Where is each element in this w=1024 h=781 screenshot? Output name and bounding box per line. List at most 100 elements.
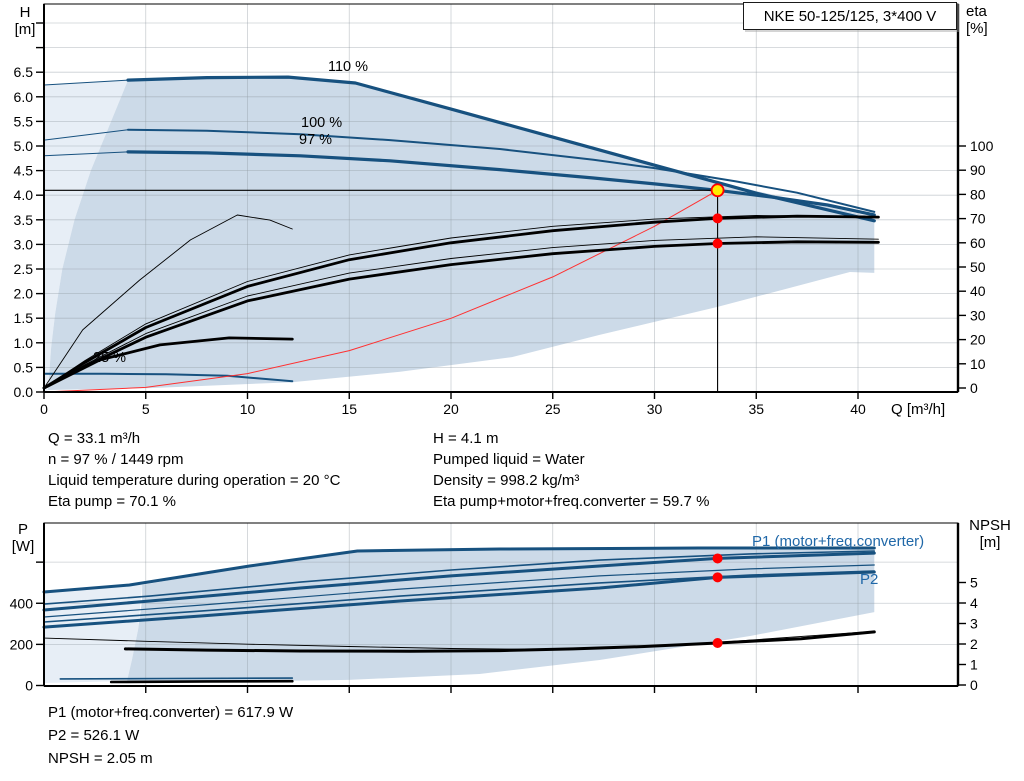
x-axis-tick-label: 30 <box>647 401 663 417</box>
pump-title: NKE 50-125/125, 3*400 V <box>763 7 937 25</box>
info-npsh: NPSH = 2.05 m <box>48 750 153 767</box>
info-speed: n = 97 % / 1449 rpm <box>48 451 184 468</box>
info-p2: P2 = 526.1 W <box>48 727 140 744</box>
curve-qh-100 <box>127 128 876 213</box>
curve-eta-pump-25 <box>43 214 293 389</box>
h-axis-symbol: H <box>19 4 31 21</box>
npsh-axis-symbol: NPSH <box>969 517 1011 534</box>
right-axis-tick-label: 20 <box>970 332 986 348</box>
curve-eta-pump-97 <box>42 214 880 390</box>
left-axis-tick-label: 3.5 <box>14 212 34 228</box>
h-axis-label: H [m] <box>8 4 42 38</box>
curve-qh-25 <box>43 372 294 383</box>
left-axis-tick-label: 4.0 <box>14 187 34 203</box>
eta-total-marker <box>712 238 723 249</box>
duty-info-bottom: P1 (motor+freq.converter) = 617.9 W P2 =… <box>48 701 293 770</box>
info-eta-pump: Eta pump = 70.1 % <box>48 493 176 510</box>
curve-label: P2 <box>860 571 878 588</box>
operating-envelope-light <box>44 585 143 683</box>
right-axis-tick-label: 5 <box>970 575 978 591</box>
curve-qh-97 <box>126 150 876 217</box>
curve-system-curve <box>43 189 719 393</box>
left-axis-tick-label: 6.0 <box>14 89 34 105</box>
eta-pump-marker <box>712 213 723 224</box>
right-axis-tick-label: 80 <box>970 186 986 202</box>
x-axis-tick-label: 20 <box>443 401 459 417</box>
info-p1: P1 (motor+freq.converter) = 617.9 W <box>48 704 294 721</box>
right-axis-tick-label: 100 <box>970 138 994 154</box>
eta-axis-label: eta [%] <box>966 3 1006 37</box>
left-axis-tick-label: 0 <box>25 678 33 694</box>
curve-label: 100 % <box>301 115 342 131</box>
curve-label: 110 % <box>328 59 368 75</box>
right-axis-tick-label: 30 <box>970 307 986 323</box>
curve-p1-100 <box>43 550 876 605</box>
curve-eta-pump-upper <box>43 215 879 389</box>
eta-axis-unit: [%] <box>966 20 988 37</box>
left-axis-tick-label: 200 <box>10 636 34 652</box>
info-h: H = 4.1 m <box>433 430 499 447</box>
pump-title-box: NKE 50-125/125, 3*400 V <box>743 2 957 30</box>
right-axis-tick-label: 3 <box>970 616 978 632</box>
eta-axis-symbol: eta <box>966 3 987 20</box>
operating-envelope-light <box>44 80 128 392</box>
left-axis-tick-label: 3.0 <box>14 236 34 252</box>
curve-eta-mid <box>43 236 879 389</box>
info-eta-total: Eta pump+motor+freq.converter = 59.7 % <box>433 493 710 510</box>
p-axis-unit: [W] <box>11 538 35 555</box>
info-q: Q = 33.1 m³/h <box>48 430 141 447</box>
left-axis-tick-label: 2.5 <box>14 261 34 277</box>
left-axis-tick-label: 6.5 <box>14 64 34 80</box>
duty-info-right: H = 4.1 m Pumped liquid = Water Density … <box>433 428 709 512</box>
curve-qh-110 <box>126 75 876 223</box>
left-axis-tick-label: 5.5 <box>14 113 34 129</box>
p-axis-label: P [W] <box>6 521 40 555</box>
curve-eta-total-97 <box>42 240 880 390</box>
x-axis-tick-label: 15 <box>341 401 357 417</box>
right-axis-tick-label: 50 <box>970 259 986 275</box>
left-axis-tick-label: 2.0 <box>14 286 34 302</box>
curve-label: P1 (motor+freq.converter) <box>752 533 924 550</box>
curve-p1-25 <box>59 677 294 680</box>
curve-eta-total-25 <box>42 336 294 390</box>
qh-eta-chart: 0.0 0.5 1.0 1.5 2.0 2.5 3.0 3.5 4.0 4.5 5.0 5.5 6.0 6… <box>14 3 994 417</box>
curve-qh-97-min-flow <box>43 151 129 157</box>
p1-marker <box>712 553 723 564</box>
npsh-axis-label: NPSH [m] <box>960 517 1020 551</box>
right-axis-tick-label: 60 <box>970 235 986 251</box>
curve-label: 25 % <box>93 350 126 366</box>
left-axis-tick-label: 4.5 <box>14 163 34 179</box>
duty-info-left: Q = 33.1 m³/h n = 97 % / 1449 rpm Liquid… <box>48 428 340 512</box>
info-pumped-liquid: Pumped liquid = Water <box>433 451 585 468</box>
right-axis-tick-label: 0 <box>970 677 978 693</box>
curve-qh-100-min-flow <box>43 129 129 141</box>
x-axis-tick-label: 25 <box>545 401 561 417</box>
right-axis-tick-label: 4 <box>970 595 978 611</box>
left-axis-tick-label: 1.5 <box>14 310 34 326</box>
curve-p2-97 <box>42 570 876 629</box>
curve-label: 97 % <box>299 132 332 148</box>
right-axis-tick-label: 10 <box>970 356 986 372</box>
npsh-marker <box>712 637 723 648</box>
right-axis-tick-label: 2 <box>970 636 978 652</box>
curve-p1-110 <box>42 546 876 594</box>
right-axis-tick-label: 70 <box>970 211 986 227</box>
p-axis-symbol: P <box>17 521 28 538</box>
npsh-axis-unit: [m] <box>979 534 1001 551</box>
curve-p2-25 <box>109 679 294 684</box>
x-axis-tick-label: 10 <box>240 401 256 417</box>
left-axis-tick-label: 0.0 <box>14 384 34 400</box>
x-axis-tick-label: 5 <box>142 401 150 417</box>
power-npsh-chart: 0 200 400 0 1 2 3 4 5 P1 (motor+freq.converter) P2 <box>10 522 978 694</box>
right-axis-tick-label: 1 <box>970 657 978 673</box>
h-axis-unit: [m] <box>14 21 36 38</box>
left-axis-tick-label: 0.5 <box>14 359 34 375</box>
q-axis-label: Q [m³/h] <box>891 401 946 418</box>
right-axis-tick-label: 40 <box>970 283 986 299</box>
info-density: Density = 998.2 kg/m³ <box>433 472 580 489</box>
duty-point-marker[interactable] <box>710 183 725 198</box>
right-axis-tick-label: 90 <box>970 162 986 178</box>
curve-p2-110 <box>43 564 875 618</box>
